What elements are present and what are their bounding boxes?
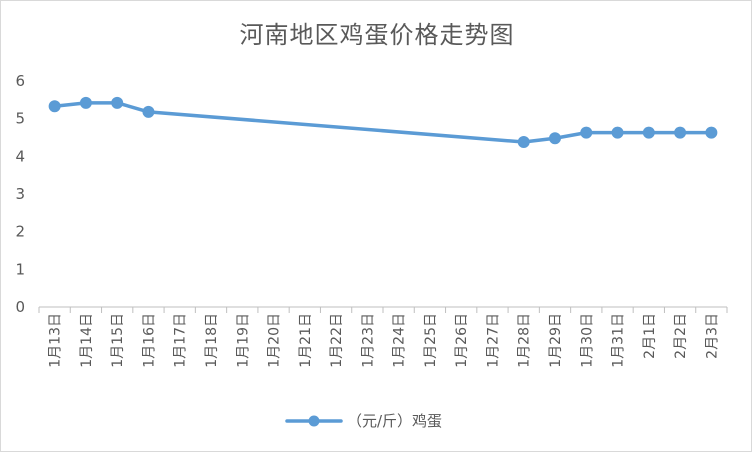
axes xyxy=(38,306,728,313)
x-tick-label: 1月28日 xyxy=(517,313,533,368)
y-tick-label: 5 xyxy=(15,110,25,128)
x-tick-label: 1月23日 xyxy=(360,313,376,368)
x-tick-label: 1月24日 xyxy=(392,313,408,368)
y-tick-label: 2 xyxy=(15,223,25,241)
x-tick-label: 1月25日 xyxy=(423,313,439,368)
x-tick-label: 1月29日 xyxy=(548,313,564,368)
y-tick-label: 0 xyxy=(15,298,25,316)
legend: （元/斤）鸡蛋 xyxy=(285,412,442,430)
legend-marker xyxy=(308,415,320,427)
data-point xyxy=(517,136,530,149)
legend-label: （元/斤）鸡蛋 xyxy=(347,412,442,430)
x-tick-label: 1月18日 xyxy=(204,313,220,368)
y-tick-labels: 0 1 2 3 4 5 6 xyxy=(15,72,25,316)
x-tick-label: 1月22日 xyxy=(329,313,345,368)
x-tick-label: 1月26日 xyxy=(454,313,470,368)
x-tick-label: 1月17日 xyxy=(173,313,189,368)
y-tick-label: 3 xyxy=(15,185,25,203)
x-tick-label: 1月16日 xyxy=(141,313,157,368)
data-point xyxy=(642,126,655,139)
x-tick-label: 1月13日 xyxy=(48,313,64,368)
x-tick-labels: 1月13日 1月14日 1月15日 1月16日 1月17日 1月18日 1月19日 1月20日… xyxy=(48,313,721,368)
y-tick-label: 6 xyxy=(15,72,25,90)
x-tick-label: 1月14日 xyxy=(79,313,95,368)
data-point xyxy=(79,96,92,109)
x-tick-label: 1月19日 xyxy=(235,313,251,368)
chart-title: 河南地区鸡蛋价格走势图 xyxy=(239,21,515,49)
x-tick-label: 1月27日 xyxy=(485,313,501,368)
x-tick-label: 1月21日 xyxy=(298,313,314,368)
x-tick-label: 1月20日 xyxy=(267,313,283,368)
data-point xyxy=(611,126,624,139)
data-point xyxy=(705,126,718,139)
x-tick-label: 1月30日 xyxy=(579,313,595,368)
x-tick-label: 1月15日 xyxy=(110,313,126,368)
data-point xyxy=(674,126,687,139)
x-tick-label: 1月31日 xyxy=(611,313,627,368)
data-point xyxy=(142,105,155,118)
x-tick-label: 2月2日 xyxy=(673,313,689,359)
data-point xyxy=(580,126,593,139)
x-tick-label: 2月3日 xyxy=(704,313,720,359)
data-point xyxy=(549,132,561,145)
y-tick-label: 1 xyxy=(15,260,25,278)
series-egg-price xyxy=(48,96,718,149)
x-tick-label: 2月1日 xyxy=(642,313,658,359)
y-tick-label: 4 xyxy=(15,147,25,165)
data-point xyxy=(111,96,124,109)
data-point xyxy=(48,100,61,113)
